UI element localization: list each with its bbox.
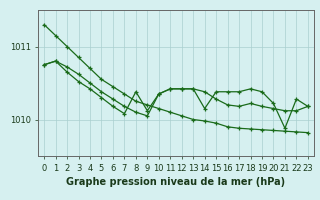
- X-axis label: Graphe pression niveau de la mer (hPa): Graphe pression niveau de la mer (hPa): [67, 177, 285, 187]
